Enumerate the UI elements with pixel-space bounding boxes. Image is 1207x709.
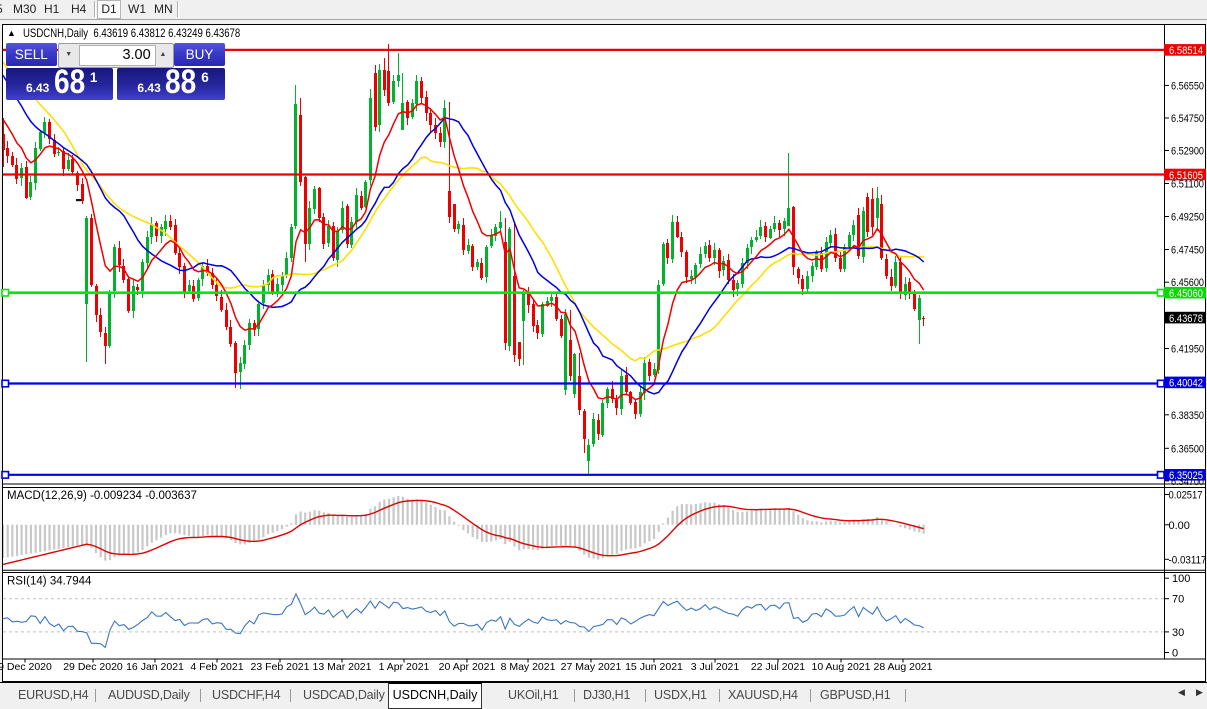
svg-text:6.36500: 6.36500 bbox=[1171, 443, 1204, 455]
svg-text:6.58514: 6.58514 bbox=[1169, 45, 1203, 57]
svg-text:6.41950: 6.41950 bbox=[1171, 344, 1204, 356]
svg-text:MACD(12,26,9) -0.009234 -0.003: MACD(12,26,9) -0.009234 -0.003637 bbox=[7, 490, 197, 502]
svg-text:70: 70 bbox=[1172, 594, 1184, 606]
svg-text:22 Jul 2021: 22 Jul 2021 bbox=[751, 661, 805, 673]
svg-text:6.47450: 6.47450 bbox=[1171, 245, 1204, 257]
svg-text:16 Jan 2021: 16 Jan 2021 bbox=[126, 661, 184, 673]
svg-text:4 Feb 2021: 4 Feb 2021 bbox=[190, 661, 243, 673]
svg-text:100: 100 bbox=[1172, 573, 1190, 585]
svg-text:6.35025: 6.35025 bbox=[1169, 470, 1203, 482]
svg-text:0.02517: 0.02517 bbox=[1169, 490, 1203, 502]
svg-text:0.00: 0.00 bbox=[1169, 520, 1190, 532]
svg-text:15 Jun 2021: 15 Jun 2021 bbox=[625, 661, 683, 673]
svg-text:9 Dec 2020: 9 Dec 2020 bbox=[0, 661, 52, 673]
svg-text:6.56550: 6.56550 bbox=[1171, 80, 1204, 92]
svg-text:-0.03117: -0.03117 bbox=[1169, 554, 1207, 566]
svg-text:23 Feb 2021: 23 Feb 2021 bbox=[251, 661, 310, 673]
svg-text:6.38350: 6.38350 bbox=[1171, 410, 1204, 422]
svg-text:6.45060: 6.45060 bbox=[1169, 288, 1203, 300]
svg-text:6.54750: 6.54750 bbox=[1171, 113, 1204, 125]
svg-text:6.52900: 6.52900 bbox=[1171, 146, 1204, 158]
svg-text:29 Dec 2020: 29 Dec 2020 bbox=[63, 661, 123, 673]
svg-text:6.51605: 6.51605 bbox=[1169, 170, 1203, 182]
svg-text:10 Aug 2021: 10 Aug 2021 bbox=[812, 661, 871, 673]
svg-text:0: 0 bbox=[1172, 648, 1178, 660]
svg-text:30: 30 bbox=[1172, 627, 1184, 639]
svg-text:28 Aug 2021: 28 Aug 2021 bbox=[874, 661, 933, 673]
svg-text:6.51100: 6.51100 bbox=[1171, 179, 1204, 191]
svg-text:8 May 2021: 8 May 2021 bbox=[501, 661, 556, 673]
svg-text:27 May 2021: 27 May 2021 bbox=[561, 661, 622, 673]
svg-text:6.43678: 6.43678 bbox=[1169, 313, 1203, 325]
svg-text:6.49250: 6.49250 bbox=[1171, 212, 1204, 224]
svg-text:1 Apr 2021: 1 Apr 2021 bbox=[379, 661, 430, 673]
svg-text:6.40042: 6.40042 bbox=[1169, 378, 1203, 390]
svg-text:RSI(14) 34.7944: RSI(14) 34.7944 bbox=[7, 576, 92, 588]
svg-text:3 Jul 2021: 3 Jul 2021 bbox=[691, 661, 740, 673]
svg-text:20 Apr 2021: 20 Apr 2021 bbox=[439, 661, 496, 673]
svg-text:6.45600: 6.45600 bbox=[1171, 277, 1204, 289]
svg-text:13 Mar 2021: 13 Mar 2021 bbox=[313, 661, 372, 673]
